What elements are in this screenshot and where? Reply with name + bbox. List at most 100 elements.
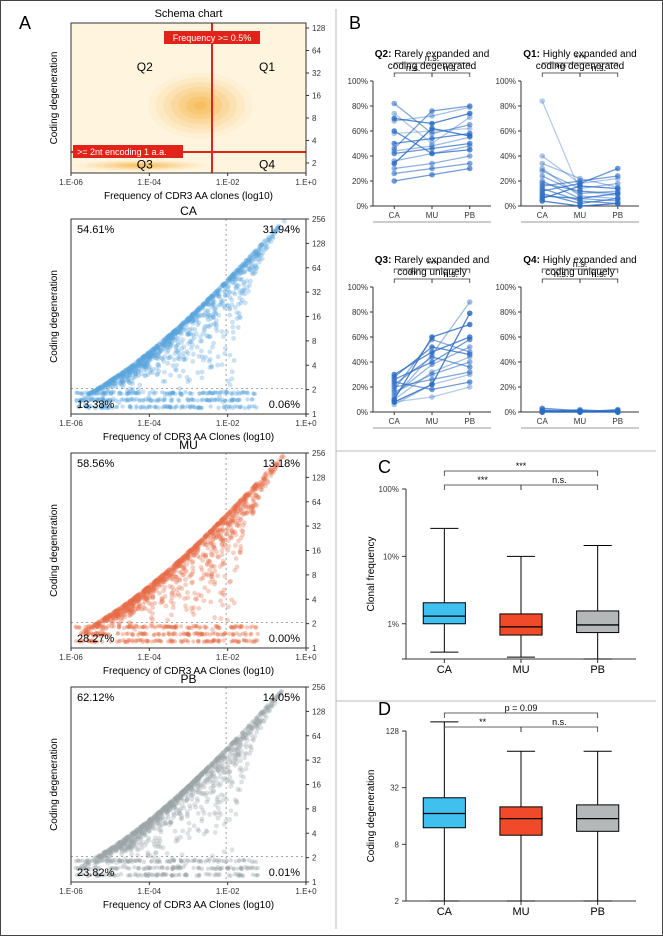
svg-text:n.s.: n.s.: [573, 259, 588, 269]
svg-text:Coding degeneration: Coding degeneration: [49, 52, 60, 145]
svg-text:n.s.: n.s.: [444, 269, 459, 279]
svg-text:1.E+0: 1.E+0: [295, 178, 317, 187]
svg-text:0.06%: 0.06%: [269, 399, 300, 411]
svg-text:0%: 0%: [504, 202, 516, 211]
svg-text:20%: 20%: [500, 383, 516, 392]
svg-text:n.s.: n.s.: [425, 53, 440, 63]
svg-text:n.s.: n.s.: [406, 63, 421, 73]
svg-text:MU: MU: [512, 906, 529, 918]
svg-text:80%: 80%: [500, 102, 516, 111]
svg-text:0.00%: 0.00%: [269, 633, 300, 645]
svg-text:13.38%: 13.38%: [77, 399, 115, 411]
svg-text:128: 128: [312, 473, 326, 482]
svg-text:PB: PB: [180, 672, 196, 686]
svg-text:Clonal frequency: Clonal frequency: [366, 536, 377, 611]
svg-text:1.E-02: 1.E-02: [216, 178, 240, 187]
svg-text:32: 32: [312, 522, 321, 531]
svg-text:D: D: [378, 699, 391, 719]
svg-text:256: 256: [312, 683, 326, 692]
svg-text:256: 256: [312, 449, 326, 458]
svg-text:Coding degeneration: Coding degeneration: [49, 270, 60, 363]
svg-text:CA: CA: [537, 211, 549, 220]
boxplot-d: D2832128CAMUPBp = 0.09**n.s.Coding degen…: [366, 699, 636, 918]
svg-text:54.61%: 54.61%: [77, 224, 115, 236]
svg-text:32: 32: [312, 288, 321, 297]
svg-text:n.s.: n.s.: [592, 269, 607, 279]
svg-text:80%: 80%: [352, 102, 368, 111]
svg-text:**: **: [479, 717, 487, 727]
svg-text:CA: CA: [537, 417, 549, 426]
svg-text:40%: 40%: [352, 152, 368, 161]
svg-text:100%: 100%: [496, 77, 516, 86]
svg-text:40%: 40%: [352, 358, 368, 367]
scatter-pb: PB62.12%14.05%23.82%0.01%1.E-061.E-041.E…: [49, 672, 326, 911]
svg-text:n.s.: n.s.: [552, 475, 567, 485]
svg-text:256: 256: [312, 215, 326, 224]
svg-text:PB: PB: [612, 417, 623, 426]
boxplot-c: C1%10%100%CAMUPB******n.s.Clonal frequen…: [366, 457, 636, 676]
svg-text:Q1: Q1: [259, 60, 275, 74]
svg-text:n.s.: n.s.: [552, 717, 567, 727]
svg-text:28.27%: 28.27%: [77, 633, 115, 645]
svg-text:MU: MU: [426, 417, 439, 426]
svg-text:128: 128: [312, 707, 326, 716]
svg-text:CA: CA: [437, 906, 453, 918]
svg-text:***: ***: [427, 259, 438, 269]
figure-root: AFrequency >= 0.5%>= 2nt encoding 1 a.a.…: [0, 0, 663, 936]
svg-text:1.E+0: 1.E+0: [295, 887, 317, 896]
svg-text:1.E-02: 1.E-02: [216, 419, 240, 428]
svg-text:PB: PB: [464, 417, 475, 426]
svg-text:40%: 40%: [500, 152, 516, 161]
svg-text:100%: 100%: [496, 283, 516, 292]
svg-text:100%: 100%: [348, 283, 368, 292]
svg-text:80%: 80%: [352, 308, 368, 317]
svg-text:CA: CA: [389, 417, 401, 426]
svg-text:1: 1: [312, 410, 317, 419]
svg-text:40%: 40%: [500, 358, 516, 367]
svg-text:64: 64: [312, 47, 321, 56]
svg-text:60%: 60%: [352, 333, 368, 342]
svg-text:1.E-04: 1.E-04: [138, 887, 162, 896]
svg-text:32: 32: [390, 784, 399, 793]
svg-text:2: 2: [312, 159, 317, 168]
svg-text:23.82%: 23.82%: [77, 867, 115, 879]
svg-text:1.E-06: 1.E-06: [59, 653, 83, 662]
svg-text:20%: 20%: [352, 177, 368, 186]
svg-text:4: 4: [312, 361, 317, 370]
svg-text:1.E-04: 1.E-04: [138, 419, 162, 428]
svg-text:PB: PB: [590, 906, 605, 918]
svg-text:**: **: [410, 269, 418, 279]
svg-text:1.E-02: 1.E-02: [216, 887, 240, 896]
svg-text:1.E+0: 1.E+0: [295, 419, 317, 428]
svg-text:16: 16: [312, 781, 321, 790]
svg-text:Schema chart: Schema chart: [155, 8, 223, 20]
svg-text:16: 16: [312, 547, 321, 556]
svg-text:1: 1: [312, 644, 317, 653]
svg-text:>= 2nt encoding 1 a.a.: >= 2nt encoding 1 a.a.: [77, 147, 167, 157]
svg-text:64: 64: [312, 264, 321, 273]
svg-text:14.05%: 14.05%: [263, 692, 301, 704]
svg-text:16: 16: [312, 313, 321, 322]
svg-text:62.12%: 62.12%: [77, 692, 115, 704]
svg-text:4: 4: [312, 137, 317, 146]
svg-text:Coding degeneration: Coding degeneration: [49, 504, 60, 597]
svg-text:1.E-02: 1.E-02: [216, 653, 240, 662]
svg-text:1.E-06: 1.E-06: [59, 419, 83, 428]
svg-text:100%: 100%: [348, 77, 368, 86]
svg-text:20%: 20%: [352, 383, 368, 392]
svg-text:1: 1: [312, 878, 317, 887]
svg-text:PB: PB: [464, 211, 475, 220]
svg-text:128: 128: [312, 239, 326, 248]
svg-text:n.s.: n.s.: [592, 63, 607, 73]
scatter-mu: MU58.56%13.18%28.27%0.00%1.E-061.E-041.E…: [49, 438, 326, 677]
svg-text:8: 8: [312, 337, 317, 346]
figure-svg: AFrequency >= 0.5%>= 2nt encoding 1 a.a.…: [1, 1, 663, 937]
svg-text:CA: CA: [180, 204, 197, 218]
svg-text:Q3: Q3: [137, 158, 153, 172]
svg-text:8: 8: [312, 114, 317, 123]
svg-text:Frequency of CDR3 AA clones (l: Frequency of CDR3 AA clones (log10): [104, 191, 273, 202]
svg-text:1.E-06: 1.E-06: [59, 178, 83, 187]
svg-text:1%: 1%: [387, 620, 399, 629]
svg-text:2: 2: [395, 897, 400, 906]
lineplot-q3: Q3: Rarely expanded andcoding uniquely0%…: [348, 255, 491, 428]
